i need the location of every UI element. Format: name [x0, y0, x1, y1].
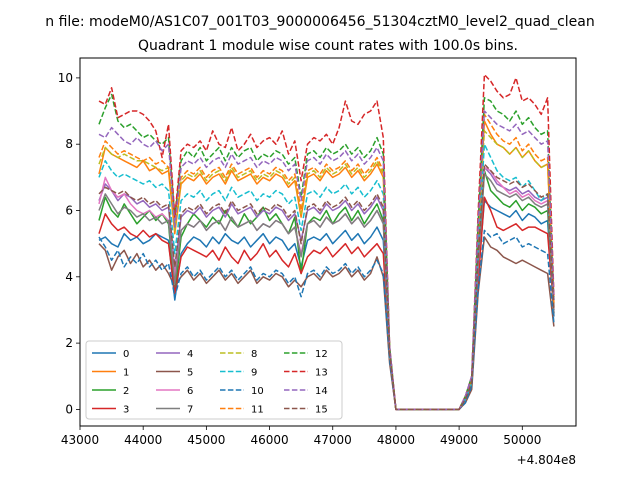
- axes-frame: [79, 57, 577, 427]
- y-tick-label: 10: [58, 71, 73, 85]
- y-tick-label: 6: [65, 204, 73, 218]
- legend-label-9: 9: [251, 368, 257, 379]
- legend-box: [85, 340, 343, 420]
- legend-label-0: 0: [123, 349, 129, 360]
- x-tick-label: 48000: [377, 433, 415, 447]
- legend-label-12: 12: [315, 349, 328, 360]
- y-tick-label: 2: [65, 336, 73, 350]
- x-tick-label: 43000: [61, 433, 99, 447]
- x-tick-label: 46000: [250, 433, 288, 447]
- chart-title: Quadrant 1 module wise count rates with …: [138, 38, 518, 54]
- y-tick-label: 4: [65, 270, 73, 284]
- legend-label-8: 8: [251, 349, 257, 360]
- legend-label-14: 14: [315, 386, 328, 397]
- x-tick-label: 44000: [124, 433, 162, 447]
- series-line-3: [98, 196, 555, 411]
- x-tick-label: 50000: [503, 433, 541, 447]
- legend-label-10: 10: [251, 386, 264, 397]
- series-line-10: [98, 229, 555, 411]
- legend-label-1: 1: [123, 368, 129, 379]
- series-line-15: [98, 163, 555, 411]
- legend-label-6: 6: [187, 386, 193, 397]
- legend-label-3: 3: [123, 405, 129, 416]
- series-line-14: [98, 110, 555, 411]
- x-tick-label: 49000: [440, 433, 478, 447]
- legend-label-15: 15: [315, 405, 328, 416]
- legend-label-2: 2: [123, 386, 129, 397]
- legend-label-7: 7: [187, 405, 193, 416]
- legend-label-4: 4: [187, 349, 193, 360]
- figure-suptitle: n file: modeM0/AS1C07_001T03_9000006456_…: [45, 14, 594, 30]
- legend-label-5: 5: [187, 368, 193, 379]
- legend-label-11: 11: [251, 405, 264, 416]
- x-tick-label: 47000: [314, 433, 352, 447]
- y-tick-label: 8: [65, 137, 73, 151]
- legend-label-13: 13: [315, 368, 328, 379]
- x-tick-label: 45000: [187, 433, 225, 447]
- x-offset-label: +4.804e8: [517, 453, 576, 467]
- y-tick-label: 0: [65, 402, 73, 416]
